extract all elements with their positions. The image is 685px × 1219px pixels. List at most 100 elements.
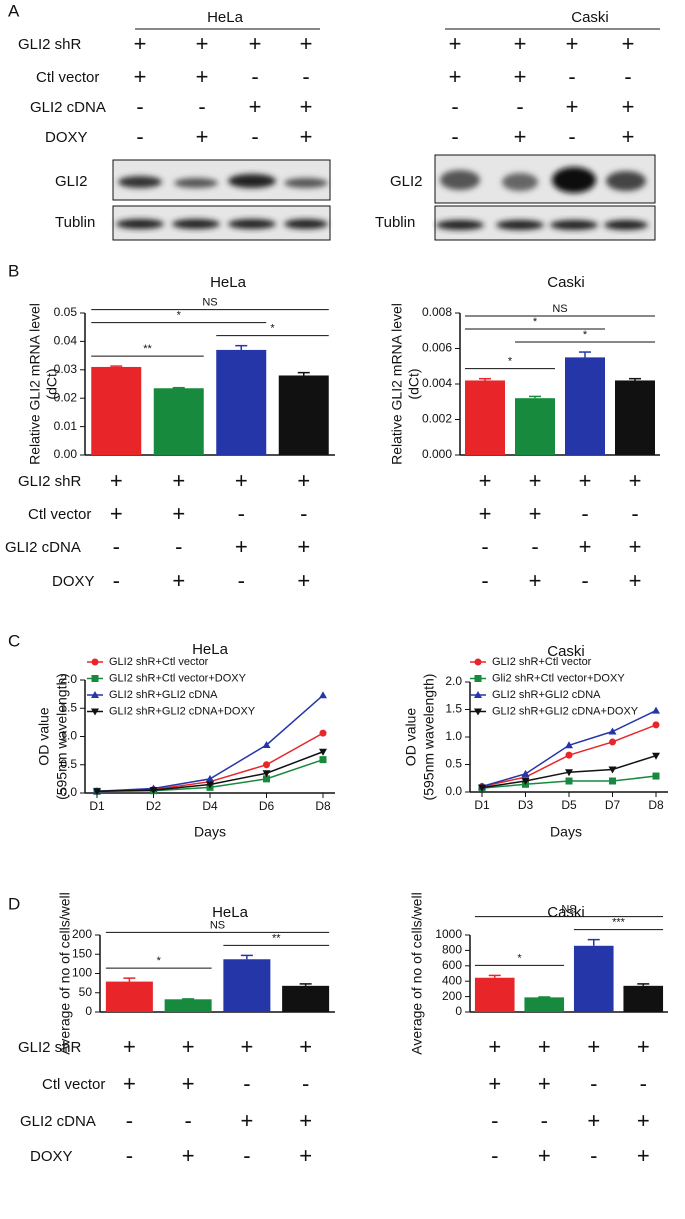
y-tick-label: 0.000 [422,447,452,461]
band-label: Tublin [375,214,415,231]
point [262,770,271,778]
sign: - [590,1071,597,1096]
band-label: GLI2 [390,173,423,190]
y-axis-label: Average of no of cells/well [57,892,73,1054]
band [552,167,596,193]
significance-label: *** [612,917,626,929]
sign: + [297,568,310,593]
point [565,777,573,785]
sign: - [481,534,488,559]
sign: + [566,31,579,56]
significance-label: NS [561,904,576,916]
legend-marker [91,708,99,716]
sign: + [538,1071,551,1096]
sign: - [581,501,588,526]
bar [223,959,271,1012]
sign: - [481,568,488,593]
sign: - [590,1143,597,1168]
band [118,176,162,188]
band [550,220,598,230]
y-tick-label: 0.5 [60,757,77,771]
sign: + [514,64,527,89]
point [319,691,327,699]
sign: + [182,1034,195,1059]
row-label: DOXY [30,1148,73,1165]
bar [105,981,153,1012]
sign: - [251,124,258,149]
bar [515,398,555,455]
point [319,748,327,756]
band [606,171,646,191]
sign: - [491,1143,498,1168]
sign: + [172,468,185,493]
point [521,778,530,785]
y-tick-label: 0.002 [422,412,452,426]
sign: + [637,1143,650,1168]
band [172,219,220,229]
point [608,727,617,735]
panel-label: D [8,894,20,913]
legend-marker [91,675,99,682]
panel-label: A [8,1,20,20]
y-axis-label: (595nm wavelength) [421,674,437,801]
sign: + [134,31,147,56]
sign: + [172,568,185,593]
sign: - [302,1071,309,1096]
y-axis-label: OD value [36,707,52,766]
y-tick-label: 200 [72,927,92,941]
y-tick-label: 0.5 [445,757,462,771]
significance-label: NS [552,303,567,315]
sign: - [531,534,538,559]
significance-label: ** [272,932,281,944]
x-tick-label: D8 [315,799,331,813]
band [284,178,328,188]
cell-line: HeLa [207,9,244,26]
sign: - [451,94,458,119]
point [478,784,486,792]
legend-label: GLI2 shR+Ctl vector [109,656,209,668]
sign: + [538,1143,551,1168]
significance-label: * [517,952,522,964]
x-tick-label: D2 [146,799,162,813]
point [609,738,616,746]
bar [282,985,330,1012]
sign: - [581,568,588,593]
point [652,752,660,760]
sign: + [449,31,462,56]
sign: + [196,64,209,89]
y-tick-label: 600 [442,958,462,972]
panel-label: B [8,261,19,280]
sign: - [300,501,307,526]
band [174,178,218,188]
legend-marker [474,691,482,698]
sign: + [235,468,248,493]
point [565,741,573,749]
point [149,787,158,795]
sign: - [113,534,120,559]
y-tick-label: 0.04 [54,334,78,348]
sign: + [488,1071,501,1096]
y-tick-label: 0.03 [54,362,78,376]
point [319,756,327,764]
point [652,721,660,729]
legend-label: GLI2 shR+Ctl vector [492,656,592,668]
x-tick-label: D6 [259,799,275,813]
sign: - [568,64,575,89]
band [284,219,328,229]
sign: + [637,1034,650,1059]
bar [524,997,565,1012]
sign: - [516,94,523,119]
sign: + [514,124,527,149]
y-tick-label: 0.004 [422,376,452,390]
sign: - [113,568,120,593]
sign: + [622,31,635,56]
chart-title: HeLa [212,904,249,921]
sign: + [629,568,642,593]
sign: + [297,534,310,559]
sign: + [300,31,313,56]
sign: + [629,468,642,493]
significance-label: NS [210,919,225,931]
bar [474,977,515,1012]
legend-marker [474,708,482,716]
